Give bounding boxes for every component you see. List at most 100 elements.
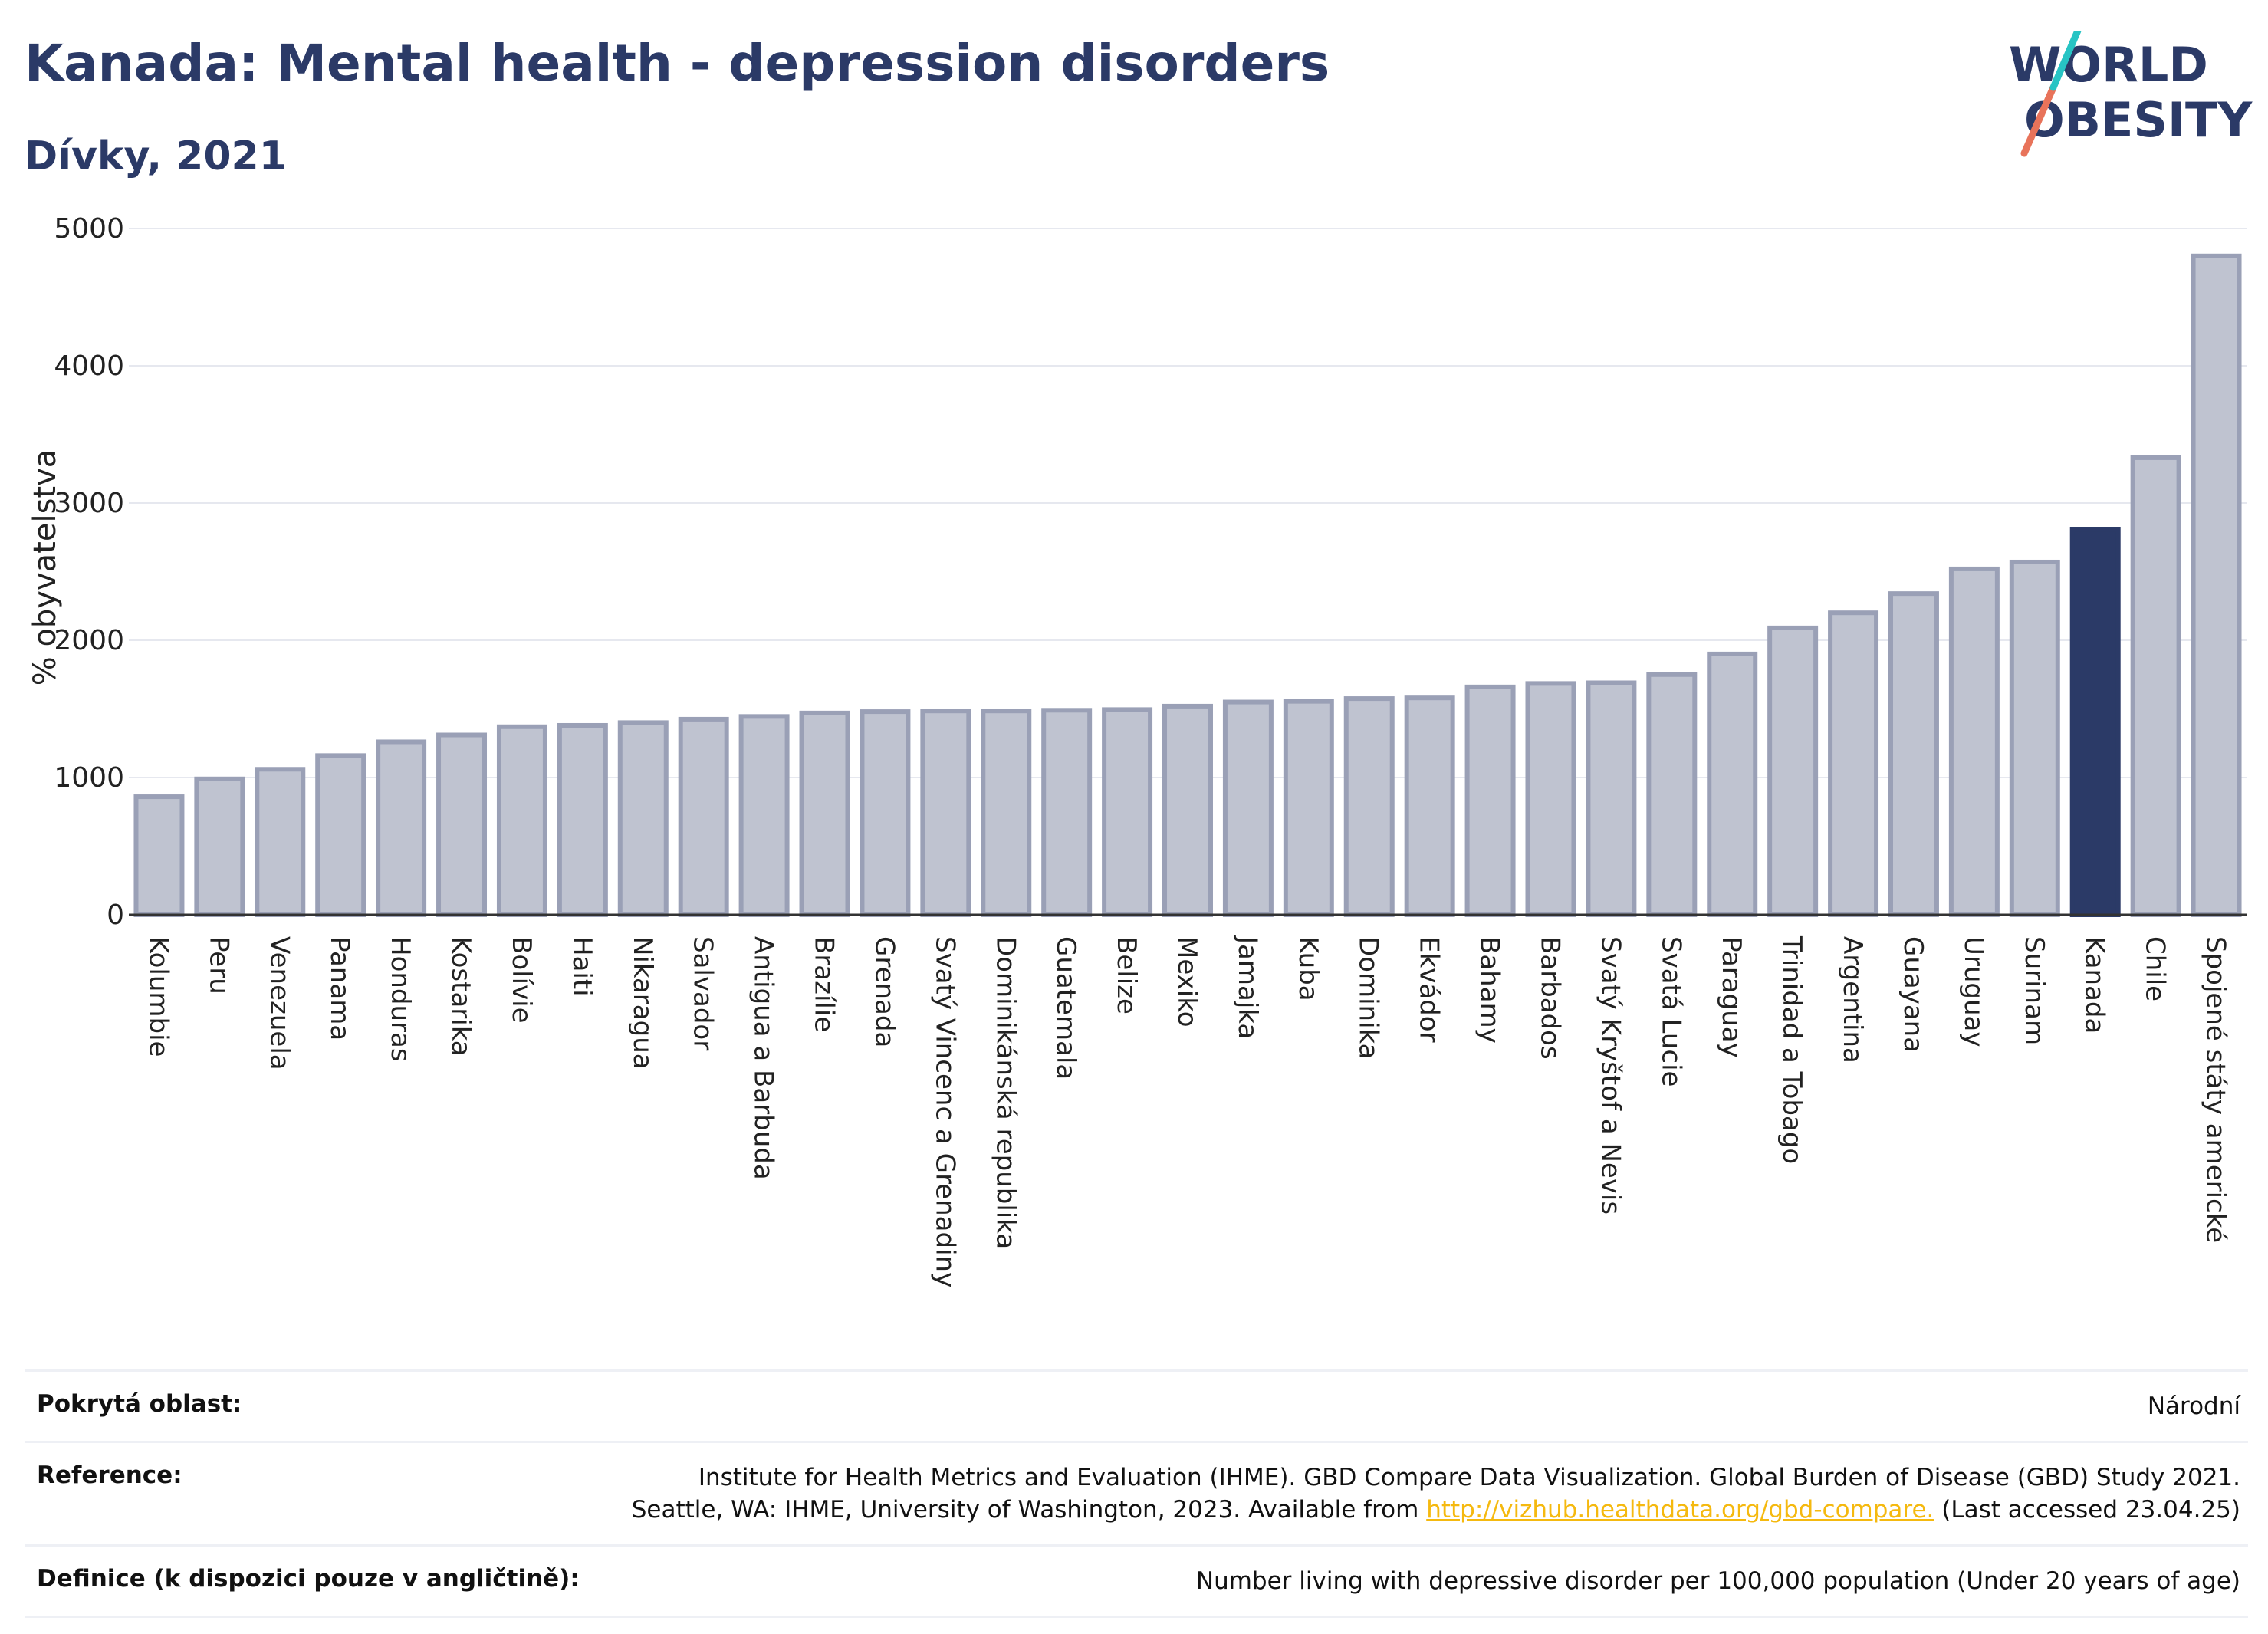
x-label-layer: Kolumbie Peru Venezuela Panama Honduras Kosta… (143, 935, 2230, 1287)
x-tick-label: Bolívie (506, 936, 537, 1024)
logo-line2: OBESITY (2024, 92, 2253, 148)
bar-haiti[interactable] (557, 722, 608, 917)
logo-line1: WORLD (2009, 37, 2208, 93)
reference-link[interactable]: http://vizhub.healthdata.org/gbd-compare… (1426, 1496, 1934, 1524)
bar-mexiko[interactable] (1162, 703, 1213, 917)
x-tick-label: Venezuela (264, 936, 294, 1070)
bar-chile[interactable] (2130, 455, 2181, 917)
x-tick-label: Barbados (1534, 936, 1565, 1060)
y-tick-label: 1000 (54, 762, 124, 794)
x-tick-label: Grenada (869, 936, 899, 1047)
x-tick-label: Mexiko (1172, 936, 1202, 1027)
bar-layer (129, 253, 2247, 918)
bar-spojen-st-ty-americk-[interactable] (2191, 253, 2242, 917)
footer-row-definition: Definice (k dispozici pouze v angličtině… (25, 1544, 2248, 1618)
bar-uruguay[interactable] (1948, 566, 2000, 917)
logo-slash-coral (2020, 84, 2057, 157)
x-tick-label: Jamajka (1232, 935, 1263, 1039)
x-tick-label: Honduras (385, 936, 416, 1062)
bar-honduras[interactable] (376, 739, 427, 918)
bar-chart: 0 1000 2000 3000 4000 5000 Kolumbie Peru Venezu… (28, 213, 2247, 1287)
bar-antigua-a-barbuda[interactable] (738, 714, 790, 917)
reference-label: Reference: (37, 1461, 182, 1489)
x-tick-label: Kanada (2079, 936, 2110, 1034)
footer-table: Pokrytá oblast: Národní Reference: Insti… (25, 1369, 2248, 1618)
bar-jamajka[interactable] (1222, 699, 1274, 917)
x-tick-label: Svatá Lucie (1655, 936, 1686, 1087)
logo-slash-teal (2049, 31, 2082, 91)
x-tick-label: Chile (2140, 936, 2171, 1001)
x-tick-label: Belize (1111, 936, 1142, 1014)
x-tick-label: Uruguay (1958, 936, 1989, 1047)
bar-kostarika[interactable] (436, 732, 488, 918)
footer-row-reference: Reference: Institute for Health Metrics … (25, 1441, 2248, 1544)
reference-line2-post: (Last accessed 23.04.25) (1934, 1496, 2240, 1524)
x-tick-label: Svatý Kryštof a Nevis (1595, 936, 1625, 1215)
x-tick-label: Dominikánská republika (990, 936, 1021, 1249)
page-title: Kanada: Mental health - depression disor… (25, 34, 1330, 93)
x-tick-label: Trinidad a Tobago (1777, 935, 1807, 1164)
bar-paraguay[interactable] (1707, 651, 1758, 918)
bar-dominik-nsk-republika[interactable] (981, 709, 1032, 917)
bar-nikaragua[interactable] (617, 720, 669, 918)
bar-trinidad-a-tobago[interactable] (1767, 625, 1819, 917)
y-tick-label: 3000 (54, 488, 124, 519)
x-tick-label: Surinam (2019, 936, 2049, 1045)
bar-guatemala[interactable] (1041, 708, 1093, 917)
x-tick-label: Argentina (1837, 936, 1868, 1064)
x-tick-label: Paraguay (1716, 936, 1747, 1058)
bar-svat-lucie[interactable] (1646, 672, 1698, 917)
x-tick-label: Salvador (688, 936, 718, 1050)
bar-svat-vincenc-a-grenadiny[interactable] (920, 709, 971, 917)
x-tick-label: Peru (203, 936, 234, 995)
footer-row-coverage: Pokrytá oblast: Národní (25, 1369, 2248, 1441)
bar-salvador[interactable] (678, 716, 729, 917)
world-obesity-logo: WORLD OBESITY (2009, 31, 2253, 157)
x-tick-label: Spojené státy americké (2201, 936, 2231, 1243)
definition-label: Definice (k dispozici pouze v angličtině… (37, 1565, 580, 1593)
x-tick-label: Guatemala (1050, 936, 1081, 1080)
y-tick-label: 4000 (54, 350, 124, 382)
x-tick-label: Dominika (1353, 936, 1384, 1059)
y-tick-layer: 0 1000 2000 3000 4000 5000 (54, 213, 124, 931)
x-tick-label: Antigua a Barbuda (748, 936, 779, 1180)
bar-kanada[interactable] (2069, 527, 2121, 917)
bar-braz-lie[interactable] (799, 710, 850, 917)
bar-kolumbie[interactable] (133, 794, 185, 918)
x-tick-label: Panama (324, 936, 355, 1041)
page-subtitle: Dívky, 2021 (25, 133, 287, 179)
bar-dominika[interactable] (1343, 696, 1395, 917)
y-tick-label: 0 (107, 899, 124, 931)
bar-venezuela[interactable] (255, 767, 306, 918)
y-tick-label: 2000 (54, 625, 124, 656)
x-tick-label: Kuba (1293, 936, 1323, 1001)
bar-bahamy[interactable] (1464, 684, 1516, 917)
x-tick-label: Kolumbie (143, 936, 173, 1057)
x-tick-label: Ekvádor (1414, 936, 1445, 1043)
bar-belize[interactable] (1102, 707, 1153, 918)
y-axis-title: % obyvatelstva (28, 449, 63, 686)
y-tick-label: 5000 (54, 213, 124, 245)
coverage-value: Národní (2147, 1392, 2240, 1420)
reference-line1: Institute for Health Metrics and Evaluat… (698, 1464, 2240, 1491)
reference-value: Institute for Health Metrics and Evaluat… (632, 1461, 2240, 1526)
bar-barbados[interactable] (1525, 681, 1576, 917)
x-tick-label: Bahamy (1474, 936, 1505, 1044)
definition-value: Number living with depressive disorder p… (1195, 1567, 2240, 1595)
x-tick-label: Haiti (567, 936, 597, 997)
x-tick-label: Kostarika (445, 936, 476, 1057)
bar-svat-kry-tof-a-nevis[interactable] (1586, 680, 1637, 917)
bar-surinam[interactable] (2009, 559, 2060, 917)
bar-bol-vie[interactable] (496, 724, 547, 918)
bar-ekv-dor[interactable] (1404, 695, 1455, 917)
bar-argentina[interactable] (1828, 610, 1879, 917)
bar-grenada[interactable] (860, 709, 911, 918)
reference-line2-pre: Seattle, WA: IHME, University of Washing… (631, 1496, 1427, 1524)
bar-panama[interactable] (315, 753, 366, 917)
bar-peru[interactable] (194, 776, 245, 917)
coverage-label: Pokrytá oblast: (37, 1390, 242, 1418)
x-tick-label: Svatý Vincenc a Grenadiny (929, 936, 960, 1287)
x-tick-label: Nikaragua (627, 936, 658, 1070)
bar-kuba[interactable] (1283, 699, 1334, 918)
bar-guayana[interactable] (1888, 591, 1939, 917)
